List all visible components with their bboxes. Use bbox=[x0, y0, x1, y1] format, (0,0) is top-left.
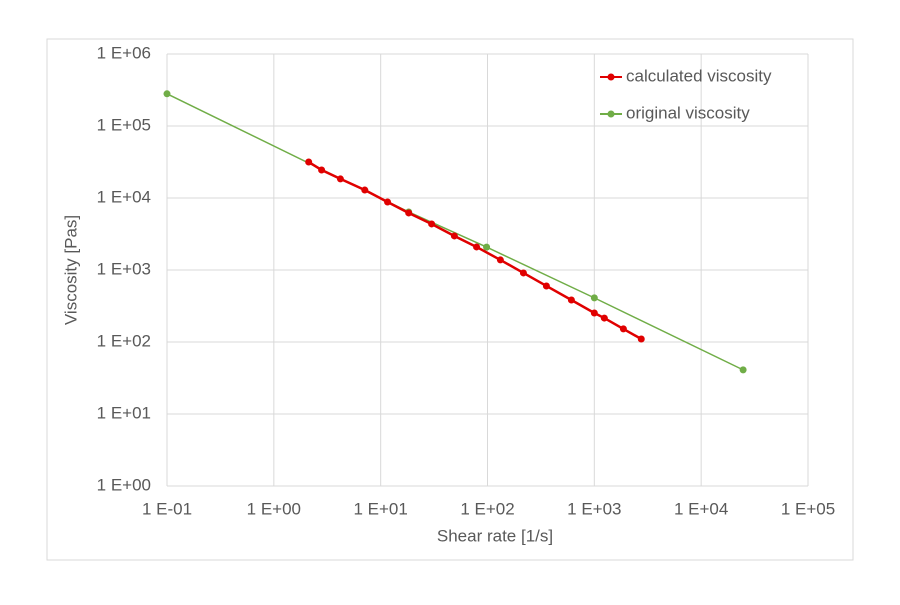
y-tick-label: 1 E+01 bbox=[97, 403, 151, 422]
data-point bbox=[163, 90, 171, 98]
data-point bbox=[336, 175, 344, 183]
data-point bbox=[590, 294, 598, 302]
legend-marker bbox=[607, 73, 615, 81]
data-point bbox=[473, 243, 481, 251]
data-point bbox=[637, 335, 645, 343]
data-point bbox=[567, 296, 575, 304]
y-tick-label: 1 E+06 bbox=[97, 43, 151, 62]
data-point bbox=[361, 186, 369, 194]
data-point bbox=[519, 269, 527, 277]
x-tick-label: 1 E+01 bbox=[353, 499, 407, 518]
data-point bbox=[318, 166, 326, 174]
legend-marker bbox=[607, 110, 615, 118]
y-tick-label: 1 E+02 bbox=[97, 331, 151, 350]
x-tick-label: 1 E+04 bbox=[674, 499, 728, 518]
x-axis-title: Shear rate [1/s] bbox=[437, 526, 553, 545]
x-tick-label: 1 E+02 bbox=[460, 499, 514, 518]
data-point bbox=[428, 220, 436, 228]
data-point bbox=[600, 314, 608, 322]
x-tick-label: 1 E+05 bbox=[781, 499, 835, 518]
y-tick-label: 1 E+00 bbox=[97, 475, 151, 494]
legend-label: calculated viscosity bbox=[626, 66, 772, 85]
data-point bbox=[450, 232, 458, 240]
y-tick-label: 1 E+04 bbox=[97, 187, 151, 206]
x-tick-label: 1 E+03 bbox=[567, 499, 621, 518]
x-tick-label: 1 E-01 bbox=[142, 499, 192, 518]
data-point bbox=[405, 209, 413, 217]
data-point bbox=[483, 243, 491, 251]
data-point bbox=[542, 282, 550, 290]
data-point bbox=[496, 256, 504, 264]
y-axis-title: Viscosity [Pas] bbox=[61, 215, 80, 325]
legend-label: original viscosity bbox=[626, 103, 750, 122]
y-tick-label: 1 E+03 bbox=[97, 259, 151, 278]
data-point bbox=[619, 325, 627, 333]
data-point bbox=[590, 309, 598, 317]
y-tick-label: 1 E+05 bbox=[97, 115, 151, 134]
data-point bbox=[739, 366, 747, 374]
x-tick-label: 1 E+00 bbox=[247, 499, 301, 518]
data-point bbox=[384, 198, 392, 206]
data-point bbox=[305, 158, 313, 166]
